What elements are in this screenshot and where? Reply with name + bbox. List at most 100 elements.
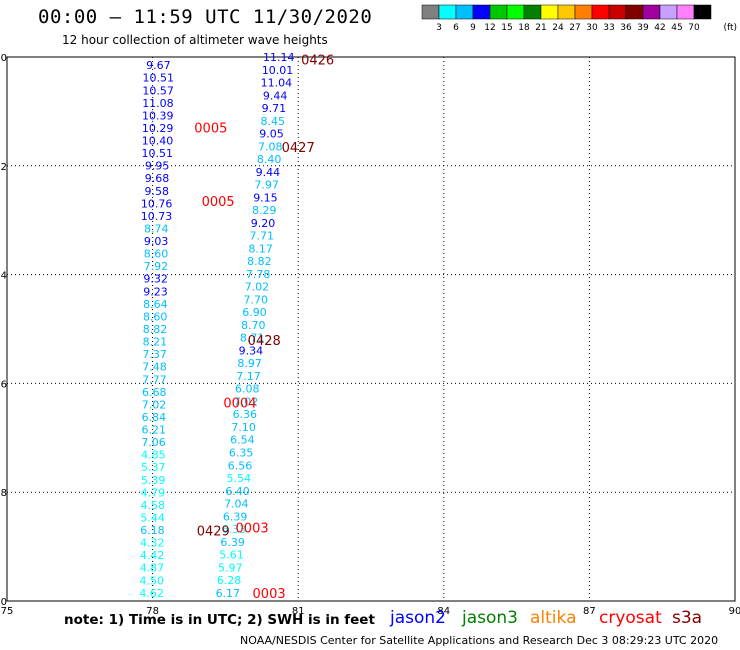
track-a-value: 10.39: [142, 109, 174, 122]
color-scale-swatch: [625, 4, 644, 20]
y-tick-label: -26: [0, 379, 7, 390]
track-a-value: 9.67: [146, 59, 171, 72]
track-b-value: 6.36: [233, 408, 258, 421]
color-scale-tick: 45: [671, 23, 682, 33]
color-scale-swatch: [540, 4, 559, 20]
color-scale-tick: 30: [586, 23, 598, 33]
track-a-value: 8.60: [143, 310, 168, 323]
color-scale-tick: 12: [484, 23, 495, 33]
track-b-value: 6.28: [217, 574, 242, 587]
track-a-value: 7.02: [142, 398, 167, 411]
color-scale: 3 6 9 12 15 18 21 24 27 30 33 36 39 42 45 70 (ft): [421, 4, 737, 33]
track-a-value: 9.32: [143, 273, 168, 286]
color-scale-tick: 27: [569, 23, 580, 33]
x-tick-label: 75: [1, 606, 14, 617]
color-scale-unit: (ft): [723, 23, 737, 33]
track-b-value: 8.29: [252, 204, 277, 217]
track-b-value: 8.82: [247, 255, 272, 268]
track-a-value: 6.21: [141, 424, 166, 437]
track-a-value: 4.58: [141, 499, 166, 512]
track-a-value: 4.50: [140, 574, 165, 587]
track-b-value: 7.02: [234, 395, 259, 408]
color-scale-swatch: [523, 4, 542, 20]
track-b-value: 8.97: [237, 357, 262, 370]
track-a-value: 9.58: [145, 185, 170, 198]
color-scale-tick: 70: [688, 23, 700, 33]
color-scale-tick: 9: [470, 23, 476, 33]
color-scale-swatch: [591, 4, 610, 20]
track-a-value: 5.39: [141, 474, 166, 487]
track-b-value: 7.04: [224, 498, 249, 511]
track-a-value: 8.82: [143, 323, 168, 336]
color-scale-tick: 42: [654, 23, 665, 33]
time-label: 0003: [236, 522, 269, 537]
track-b-value: 6.56: [228, 459, 253, 472]
color-scale-tick: 24: [552, 23, 564, 33]
satellite-altika: altika: [530, 608, 577, 628]
time-label: 0003: [253, 587, 286, 602]
chart-title: 00:00 — 11:59 UTC 11/30/2020: [38, 6, 373, 28]
time-label: 0428: [248, 334, 281, 349]
x-tick-label: 90: [729, 606, 740, 617]
track-a-value: 7.77: [142, 373, 167, 386]
color-scale-swatch: [489, 4, 508, 20]
track-a-value: 4.32: [140, 537, 165, 550]
y-tick-label: -20: [0, 53, 7, 64]
chart-subtitle: 12 hour collection of altimeter wave hei…: [62, 33, 328, 47]
track-a-value: 11.08: [142, 97, 174, 110]
satellite-cryosat: cryosat: [599, 608, 662, 628]
track-a-value: 10.51: [142, 147, 174, 160]
track-a-value: 6.68: [142, 386, 167, 399]
satellite-s3a: s3a: [672, 608, 703, 628]
track-b-value: 7.08: [258, 140, 283, 153]
x-tick-label: 81: [292, 606, 305, 617]
color-scale-swatch: [642, 4, 661, 20]
color-scale-tick: 36: [620, 23, 632, 33]
track-b-value: 7.97: [254, 179, 279, 192]
track-b-value: 9.20: [251, 217, 276, 230]
track-b-value: 9.34: [239, 344, 264, 357]
x-tick-label: 84: [437, 606, 450, 617]
track-a-value: 10.73: [141, 210, 173, 223]
track-b-value: 10.01: [262, 64, 294, 77]
track-a-value: 8.74: [144, 222, 169, 235]
track-a-value: 7.06: [141, 436, 166, 449]
time-label: 0426: [301, 54, 334, 69]
track-b-value: 9.71: [262, 102, 287, 115]
track-a-value: 5.44: [140, 511, 165, 524]
track-a-value: 10.76: [141, 197, 173, 210]
axes: 75 78 81 84 87 90 -20 -22 -24 -26 -28 -30: [0, 53, 740, 617]
color-scale-swatch: [659, 4, 678, 20]
track-a-value: 10.51: [143, 72, 175, 85]
color-scale-swatch: [438, 4, 457, 20]
track-a-value: 7.37: [142, 348, 167, 361]
y-tick-label: -28: [0, 488, 7, 499]
track-b-value: 9.44: [256, 166, 281, 179]
track-b-value: 5.61: [219, 549, 244, 562]
color-scale-swatch: [608, 4, 627, 20]
track-b-value: 11.04: [261, 77, 293, 90]
grid: [6, 56, 736, 602]
track-a-value: 9.95: [145, 160, 170, 173]
track-b-value: 7.17: [236, 370, 261, 383]
color-scale-swatch: [472, 4, 491, 20]
track-a-value: 8.21: [143, 336, 168, 349]
track-a-value: 5.37: [141, 461, 166, 474]
track-b-value: 5.54: [226, 472, 251, 485]
satellite-jason2: jason2: [390, 608, 446, 628]
track-b-value: 9.05: [259, 128, 284, 141]
data-points: 9.6710.5110.5711.0810.3910.2910.4010.519…: [139, 51, 294, 600]
track-b-value: 6.39: [223, 510, 248, 523]
track-a-value: 9.68: [145, 172, 170, 185]
track-a-value: 7.48: [142, 361, 167, 374]
time-label: 0005: [202, 195, 235, 210]
footer-credit: NOAA/NESDIS Center for Satellite Applica…: [240, 634, 719, 647]
color-scale-tick: 39: [637, 23, 649, 33]
color-scale-tick: 18: [518, 23, 530, 33]
x-tick-label: 87: [583, 606, 596, 617]
time-label: 0427: [282, 141, 315, 156]
track-b-value: 6.08: [235, 383, 260, 396]
time-label: 0005: [194, 122, 227, 137]
x-tick-label: 78: [146, 606, 159, 617]
plot-frame: [6, 56, 736, 602]
